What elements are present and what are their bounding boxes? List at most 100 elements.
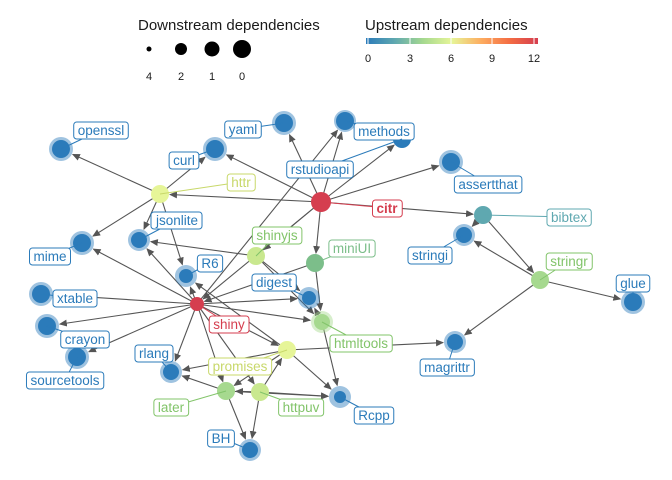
size-legend-dot-2 [175, 43, 187, 55]
color-legend-bar [366, 38, 538, 44]
node-label-text: shinyjs [256, 228, 298, 243]
node-label-text: httr [231, 175, 251, 190]
node-label-box [168, 151, 200, 170]
size-legend-label: 4 [146, 71, 152, 83]
node-label-bibtex: bibtex [482, 208, 592, 227]
node-label-stringr: stringr [539, 252, 593, 281]
node-label-box [251, 226, 303, 245]
edge-shiny-digest [196, 295, 299, 305]
node-label-crayon: crayon [46, 325, 110, 349]
edge-citr-curl [225, 154, 322, 203]
node-label-text: yaml [229, 122, 258, 137]
node-label-xtable: xtable [40, 289, 98, 308]
node-label-R6: R6 [185, 254, 224, 277]
node-label-text: xtable [57, 291, 93, 306]
node-label-box [286, 160, 354, 179]
node-label-text: sourcetools [30, 373, 99, 388]
node-label-text: bibtex [551, 210, 587, 225]
node-label-mime: mime [29, 242, 83, 266]
node-label-text: httpuv [283, 400, 320, 415]
node-label-text: assertthat [458, 177, 518, 192]
node-label-text: openssl [78, 123, 125, 138]
edge-citr-httr [168, 191, 322, 203]
node-label-text: R6 [201, 256, 218, 271]
node-label-box [353, 122, 415, 141]
node-label-openssl: openssl [60, 121, 129, 150]
node-label-box [52, 289, 98, 308]
edge-htmltools-Rcpp [321, 321, 339, 387]
edge-httr-mime [92, 193, 161, 237]
node-label-text: shiny [213, 317, 245, 332]
node-label-box [73, 121, 129, 140]
edge-shinyjs-jsonlite [149, 239, 257, 257]
size-legend-label: 1 [209, 71, 215, 83]
size-legend-dot-0 [233, 40, 251, 58]
edge-httpuv-Rcpp [259, 391, 330, 400]
node-label-methods: methods [344, 120, 415, 141]
node-label-box [453, 175, 523, 194]
color-legend: Upstream dependencies 0 3 6 9 12 [365, 17, 540, 65]
node-label-box [226, 173, 256, 192]
node-label-box [196, 254, 224, 273]
node-label-shiny: shiny [196, 303, 250, 334]
node-label-box [208, 357, 273, 376]
node-label-text: mime [34, 249, 67, 264]
edge-stringr-magrittr [463, 279, 541, 336]
node-label-Rcpp: Rcpp [339, 396, 395, 425]
node-label-text: methods [358, 124, 410, 139]
label-layer: openssl yaml methods curl rstudioapi assertth… [25, 120, 651, 451]
node-label-miniUI: miniUI [314, 239, 376, 264]
edge-shiny-methods [196, 129, 339, 305]
node-label-text: jsonlite [155, 213, 198, 228]
edge-promises-Rcpp [286, 349, 332, 390]
color-legend-tick-label: 6 [448, 53, 454, 65]
node-label-text: curl [173, 153, 195, 168]
edge-httr-openssl [71, 153, 161, 195]
node-label-jsonlite: jsonlite [138, 211, 203, 241]
node-label-httpuv: httpuv [259, 391, 325, 417]
node-label-magrittr: magrittr [419, 341, 475, 377]
node-label-text: magrittr [424, 360, 470, 375]
node-label-text: Rcpp [358, 408, 390, 423]
node-label-box [153, 398, 190, 417]
node-label-citr: citr [320, 199, 403, 218]
node-label-rlang: rlang [134, 344, 174, 373]
node-label-box [207, 429, 235, 448]
node-label-box [60, 330, 110, 349]
node-label-box [353, 406, 395, 425]
node-label-later: later [153, 390, 227, 417]
edge-shiny-rlang [174, 303, 198, 362]
color-legend-title: Upstream dependencies [365, 17, 528, 34]
node-label-box [419, 358, 475, 377]
size-legend-label: 2 [178, 71, 184, 83]
node-label-box [251, 273, 297, 292]
node-label-shinyjs: shinyjs [251, 226, 303, 257]
size-legend-dot-4 [146, 46, 152, 52]
color-legend-tick-label: 0 [365, 53, 371, 65]
edge-shiny-htmltools [196, 303, 312, 323]
node-label-box [615, 274, 651, 293]
node-label-box [150, 211, 203, 230]
node-label-assertthat: assertthat [450, 161, 523, 194]
node-label-box [29, 247, 71, 266]
node-label-box [25, 371, 105, 390]
edge-shiny-jsonlite [146, 248, 198, 305]
node-label-text: crayon [65, 332, 106, 347]
node-label-text: glue [620, 276, 646, 291]
node-label-box [371, 199, 403, 218]
edge-citr-assertthat [320, 164, 440, 203]
node-label-text: htmltools [334, 336, 388, 351]
color-legend-tick-label: 9 [489, 53, 495, 65]
node-label-text: rlang [139, 346, 169, 361]
node-label-box [134, 344, 174, 363]
node-label-box [224, 120, 262, 139]
edge-citr-rstudioapi [320, 144, 395, 203]
node-label-text: digest [256, 275, 292, 290]
node-label-digest: digest [251, 273, 310, 299]
color-legend-ticks: 0 3 6 9 12 [365, 38, 540, 65]
node-label-box [328, 239, 376, 258]
node-label-text: miniUI [333, 241, 371, 256]
node-label-text: BH [212, 431, 231, 446]
size-legend-title: Downstream dependencies [138, 17, 320, 34]
